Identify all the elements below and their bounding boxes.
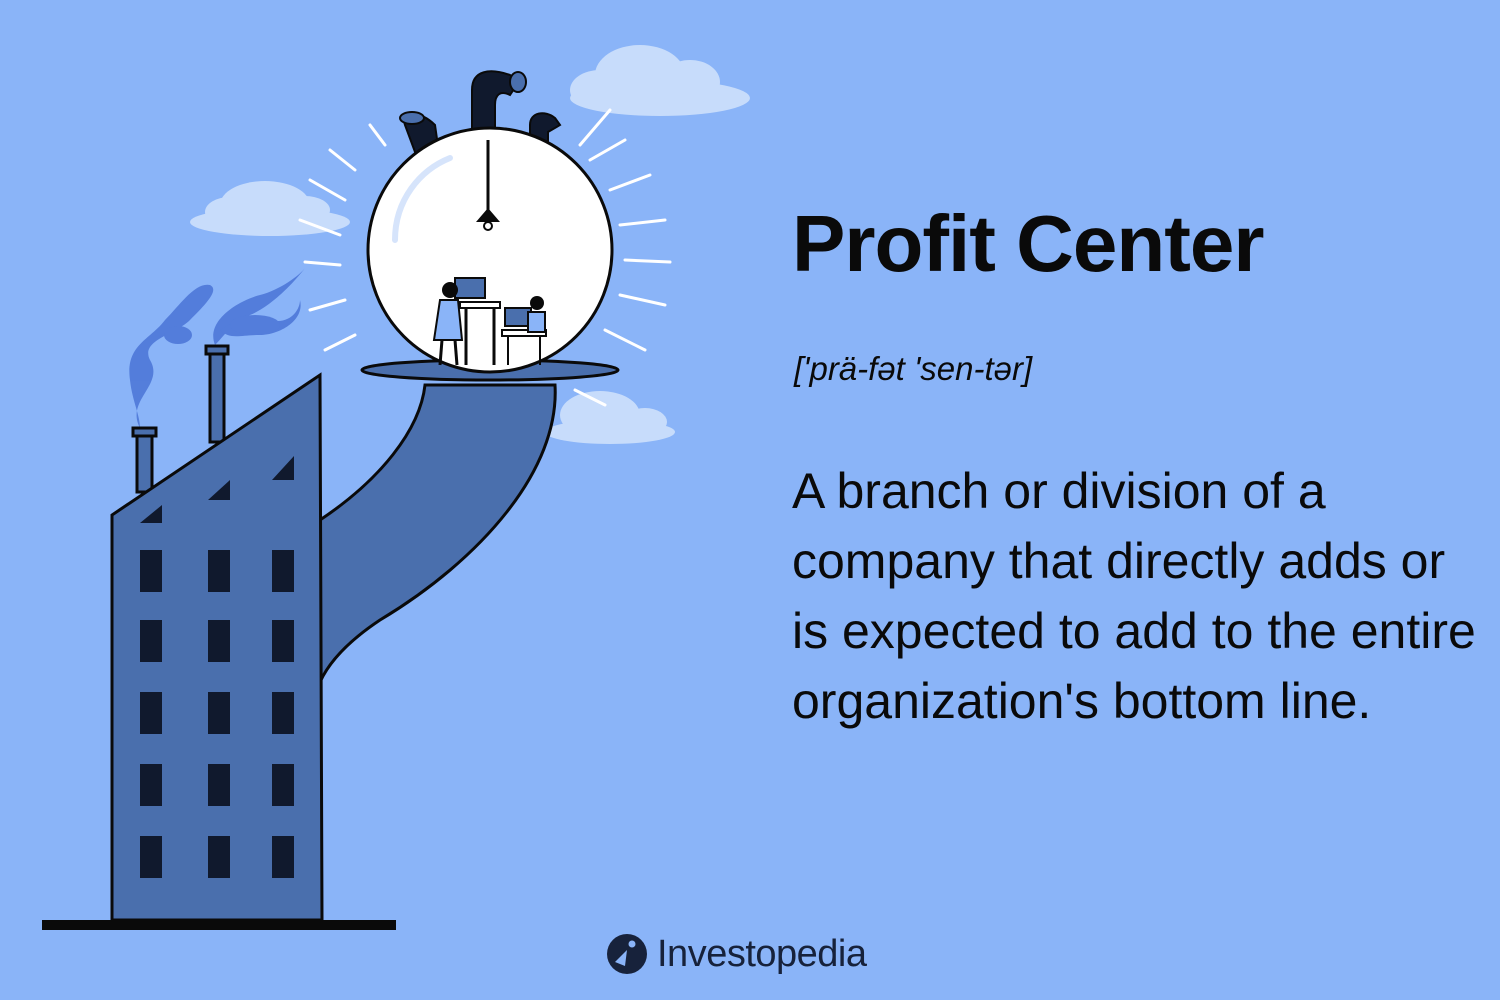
cloud-icon (545, 391, 675, 444)
lightbulb-icon (366, 126, 614, 374)
cloud-icon (190, 181, 350, 236)
investopedia-logo-icon (607, 934, 647, 974)
smoke-icon (129, 268, 305, 428)
definition-text: A branch or division of a company that d… (792, 463, 1476, 729)
page-title: Profit Center (792, 199, 1264, 288)
cloud-icon (570, 45, 750, 116)
building-windows (140, 456, 294, 878)
workers-icon (432, 277, 547, 366)
profit-center-illustration (42, 45, 750, 930)
building-icon (42, 372, 557, 930)
light-rays (298, 108, 672, 407)
pronunciation: ['prä-fət 'sen-tər] (794, 350, 1033, 387)
brand-logo[interactable]: Investopedia (605, 932, 867, 976)
brand-name: Investopedia (657, 932, 867, 975)
